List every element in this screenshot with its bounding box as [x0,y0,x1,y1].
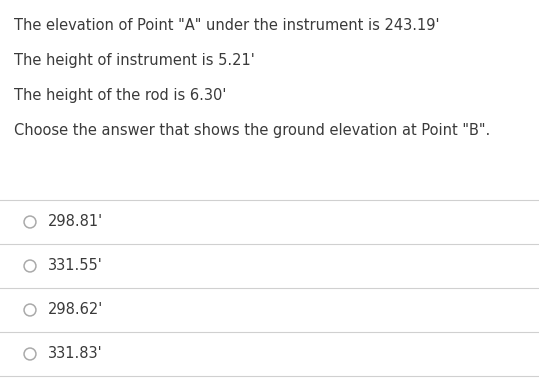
Text: 331.83': 331.83' [48,346,102,362]
Text: 298.62': 298.62' [48,303,103,317]
Text: 298.81': 298.81' [48,215,103,229]
Text: Choose the answer that shows the ground elevation at Point "B".: Choose the answer that shows the ground … [14,123,490,138]
Text: The elevation of Point "A" under the instrument is 243.19': The elevation of Point "A" under the ins… [14,18,439,33]
Text: 331.55': 331.55' [48,258,103,274]
Text: The height of instrument is 5.21': The height of instrument is 5.21' [14,53,255,68]
Text: The height of the rod is 6.30': The height of the rod is 6.30' [14,88,226,103]
